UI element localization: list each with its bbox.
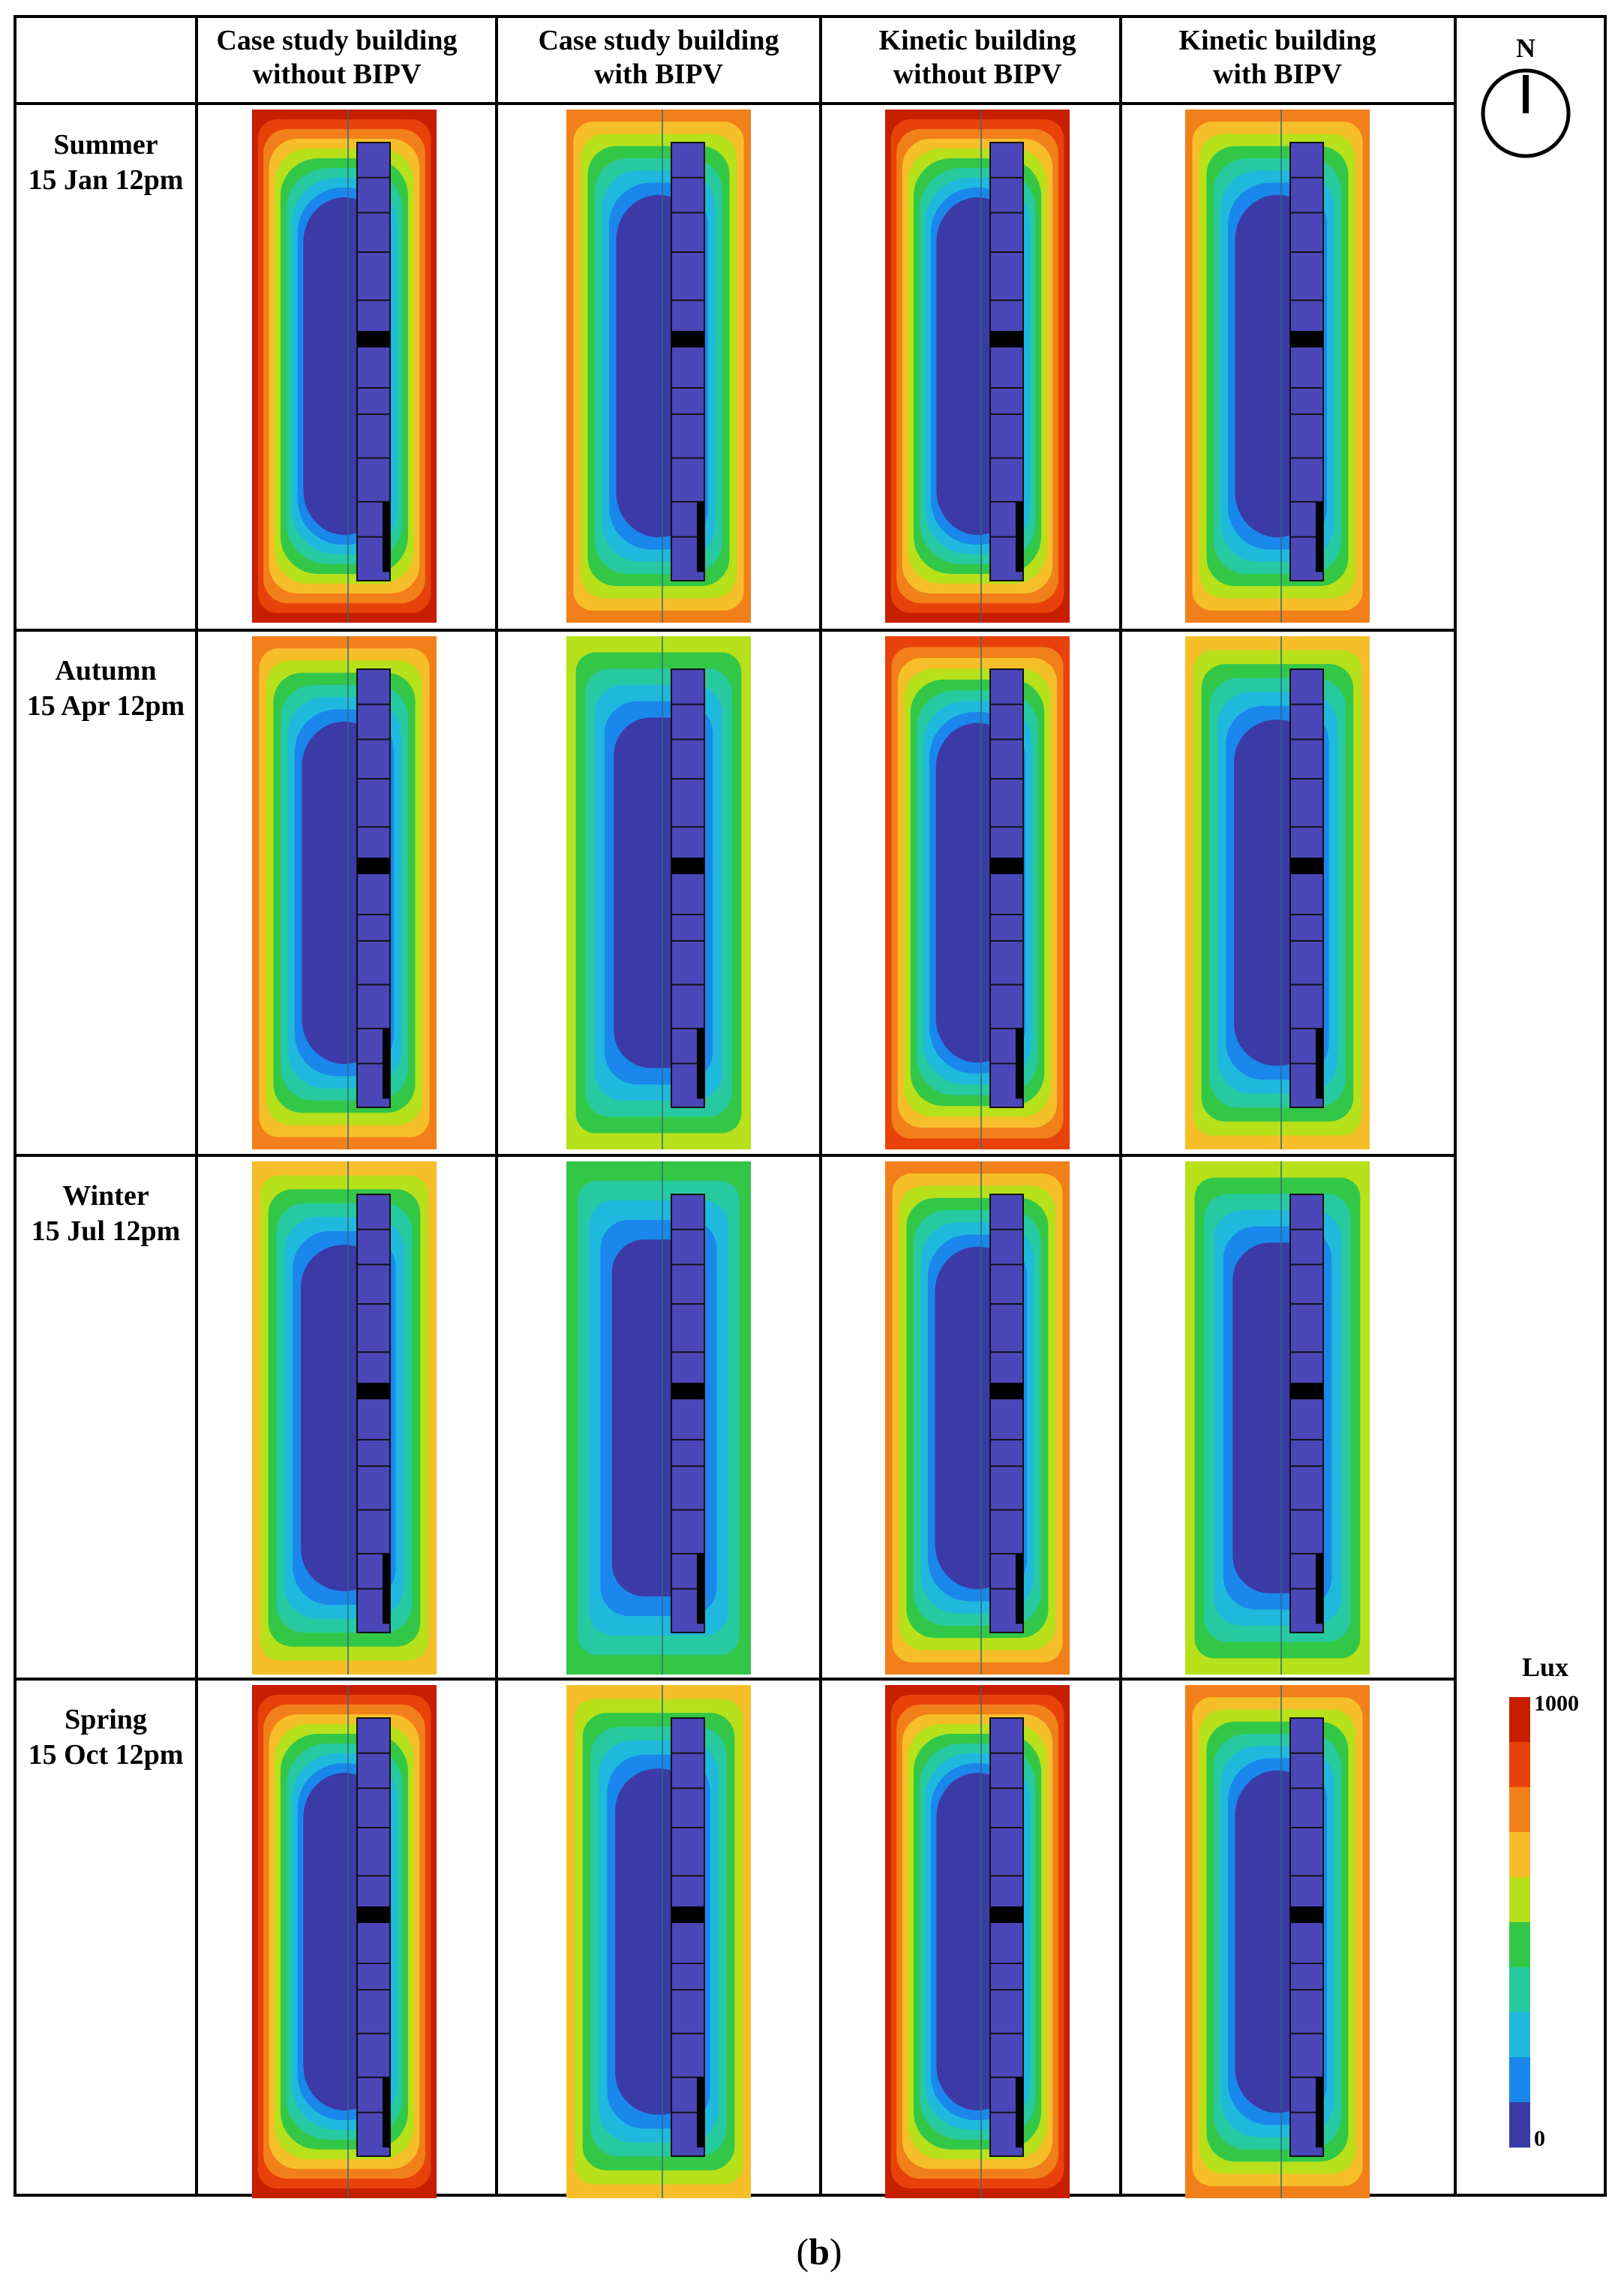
stair-block	[1316, 1028, 1323, 1099]
col-header-2-line1: Case study building	[538, 25, 779, 56]
core-block	[1290, 1906, 1323, 1924]
stair-block	[697, 2077, 704, 2148]
daylight-map	[1185, 636, 1370, 1149]
core-block	[1290, 858, 1323, 875]
stair-block	[1316, 2077, 1323, 2148]
core-block	[990, 331, 1023, 348]
row-label-date-3: 15 Jul 12pm	[32, 1215, 180, 1247]
stair-block	[1016, 501, 1023, 572]
daylight-map	[566, 1685, 751, 2198]
legend-swatch	[1509, 1832, 1530, 1878]
core-block	[990, 1383, 1023, 1400]
compass-north-label: N	[1516, 33, 1535, 63]
core-block	[357, 331, 390, 348]
daylight-map	[566, 1161, 751, 1675]
core-block	[671, 1906, 704, 1924]
stair-block	[1016, 1028, 1023, 1099]
legend-min-label: 0	[1534, 2126, 1545, 2151]
daylight-map	[1185, 1161, 1370, 1675]
stair-block	[697, 501, 704, 572]
stair-block	[1316, 1553, 1323, 1624]
row-labels: Summer 15 Jan 12pm Autumn 15 Apr 12pm Wi…	[27, 129, 185, 1771]
legend-color-bar	[1509, 1697, 1530, 2148]
stair-block	[1316, 501, 1323, 572]
daylight-map	[566, 110, 751, 623]
legend-title: Lux	[1522, 1652, 1568, 1682]
daylight-map	[885, 1685, 1070, 2198]
daylight-map	[252, 110, 437, 623]
legend-swatch	[1509, 2057, 1530, 2103]
core-block	[990, 858, 1023, 875]
row-label-season-4: Spring	[65, 1704, 147, 1735]
legend-max-label: 1000	[1534, 1691, 1579, 1716]
legend-swatch	[1509, 1967, 1530, 2013]
daylight-map	[885, 110, 1070, 623]
heatmap-cells	[252, 110, 1370, 2198]
core-block	[357, 1906, 390, 1924]
legend-swatch	[1509, 2012, 1530, 2058]
figure-caption: (b)	[796, 2230, 842, 2272]
daylight-map	[1185, 110, 1370, 623]
daylight-map	[885, 1161, 1070, 1675]
legend-swatch	[1509, 1742, 1530, 1788]
stair-block	[383, 2077, 390, 2148]
daylight-map	[252, 1685, 437, 2198]
row-label-season-2: Autumn	[55, 655, 156, 686]
daylight-map	[252, 1161, 437, 1675]
stair-block	[1016, 2077, 1023, 2148]
daylight-map	[566, 636, 751, 1149]
legend-swatch	[1509, 2102, 1530, 2148]
daylight-map	[252, 636, 437, 1149]
core-block	[671, 1383, 704, 1400]
core-block	[671, 331, 704, 348]
core-block	[1290, 1383, 1323, 1400]
stair-block	[697, 1553, 704, 1624]
stair-block	[383, 501, 390, 572]
caption-letter: b	[809, 2230, 830, 2272]
row-label-season-1: Summer	[53, 129, 158, 161]
col-header-4-line2: with BIPV	[1213, 59, 1343, 90]
col-header-4-line1: Kinetic building	[1179, 25, 1376, 56]
col-header-1-line2: without BIPV	[253, 59, 422, 90]
row-label-date-4: 15 Oct 12pm	[29, 1739, 184, 1771]
stair-block	[383, 1028, 390, 1099]
col-header-1-line1: Case study building	[216, 25, 457, 56]
col-header-2-line2: with BIPV	[594, 59, 724, 90]
legend-swatch	[1509, 1787, 1530, 1833]
column-headers: Case study building without BIPV Case st…	[216, 25, 1376, 90]
stair-block	[383, 1553, 390, 1624]
row-label-season-3: Winter	[62, 1180, 149, 1212]
stair-block	[697, 1028, 704, 1099]
legend-swatch	[1509, 1877, 1530, 1923]
caption-open: (	[796, 2230, 809, 2272]
col-header-3-line1: Kinetic building	[879, 25, 1076, 56]
row-label-date-2: 15 Apr 12pm	[27, 690, 185, 722]
core-block	[357, 1383, 390, 1400]
core-block	[1290, 331, 1323, 348]
caption-close: )	[830, 2230, 842, 2272]
legend-swatch	[1509, 1922, 1530, 1968]
row-label-date-1: 15 Jan 12pm	[29, 164, 184, 196]
col-header-3-line2: without BIPV	[893, 59, 1062, 90]
compass-circle	[1481, 68, 1571, 158]
core-block	[671, 858, 704, 875]
core-block	[990, 1906, 1023, 1924]
lux-legend: Lux 1000 0	[1509, 1652, 1579, 2151]
north-compass: N	[1481, 33, 1571, 158]
core-block	[357, 858, 390, 875]
daylight-map	[1185, 1685, 1370, 2198]
daylight-map	[885, 636, 1070, 1149]
stair-block	[1016, 1553, 1023, 1624]
legend-swatch	[1509, 1697, 1530, 1743]
